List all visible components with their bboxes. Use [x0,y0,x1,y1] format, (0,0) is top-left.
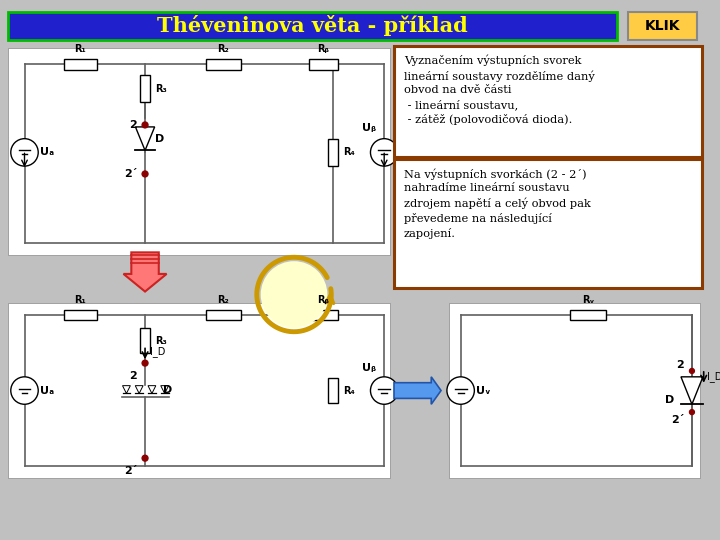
Circle shape [142,455,148,461]
Text: 2: 2 [130,120,138,130]
Text: KLIK: KLIK [645,19,680,33]
Text: Na výstupních svorkách (2 - 2´)
nahradíme lineární soustavu
zdrojem napětí a cel: Na výstupních svorkách (2 - 2´) nahradím… [404,168,590,239]
Text: R₁: R₁ [74,295,86,305]
Polygon shape [161,386,168,394]
Polygon shape [124,252,166,292]
FancyBboxPatch shape [629,12,697,39]
Circle shape [142,171,148,177]
Bar [309,310,338,320]
Text: Théveninova věta - příklad: Théveninova věta - příklad [157,16,468,37]
Circle shape [142,122,148,128]
Bar [8,48,390,255]
Text: R₂: R₂ [217,295,230,305]
Bar [63,310,97,320]
Text: Rᵥ: Rᵥ [582,295,594,305]
Circle shape [447,377,474,404]
Bar [8,303,390,478]
Circle shape [371,377,398,404]
Bar [309,59,338,70]
Bar [328,139,338,166]
Text: 2´: 2´ [124,169,138,179]
Text: Uᵦ: Uᵦ [361,123,376,133]
Bar [449,303,700,478]
Text: Uᵦ: Uᵦ [361,363,376,373]
Polygon shape [135,386,143,394]
Bar [140,75,150,103]
Text: D: D [155,134,164,144]
Text: Rᵦ: Rᵦ [318,44,329,55]
Circle shape [11,377,38,404]
Text: Rᵦ: Rᵦ [318,295,329,305]
Circle shape [261,261,328,328]
Text: Vyznačením výstupních svorek
lineární soustavy rozdělíme daný
obvod na dvě části: Vyznačením výstupních svorek lineární so… [404,55,595,125]
Bar [570,310,606,320]
Circle shape [371,139,398,166]
Bar [206,310,241,320]
Circle shape [11,139,38,166]
Text: 2: 2 [676,360,684,370]
Bar [206,59,241,70]
Text: R₁: R₁ [74,44,86,55]
Text: Uₐ: Uₐ [40,147,54,157]
Polygon shape [148,386,156,394]
Circle shape [142,360,148,366]
Circle shape [690,410,694,415]
FancyBboxPatch shape [8,12,618,39]
Polygon shape [122,386,130,394]
Text: Uₐ: Uₐ [40,386,54,395]
Text: R₃: R₃ [155,335,166,346]
Text: 2´: 2´ [671,415,684,425]
Text: Uᵥ: Uᵥ [477,386,491,395]
Text: R₂: R₂ [217,44,230,55]
Bar [63,59,97,70]
Polygon shape [135,127,155,151]
Text: I_D: I_D [706,372,720,382]
FancyBboxPatch shape [394,159,702,288]
Circle shape [690,368,694,373]
Text: I_D: I_D [150,346,166,357]
Text: R₄: R₄ [343,386,355,395]
Text: D: D [163,384,172,395]
Polygon shape [394,377,441,404]
Text: 2´: 2´ [124,466,138,476]
Text: R₄: R₄ [343,147,355,157]
Bar [328,378,338,403]
Text: D: D [665,395,675,406]
Text: R₃: R₃ [155,84,166,93]
Polygon shape [681,377,703,404]
Bar [140,328,150,353]
FancyBboxPatch shape [394,45,702,157]
Text: 2: 2 [130,371,138,381]
